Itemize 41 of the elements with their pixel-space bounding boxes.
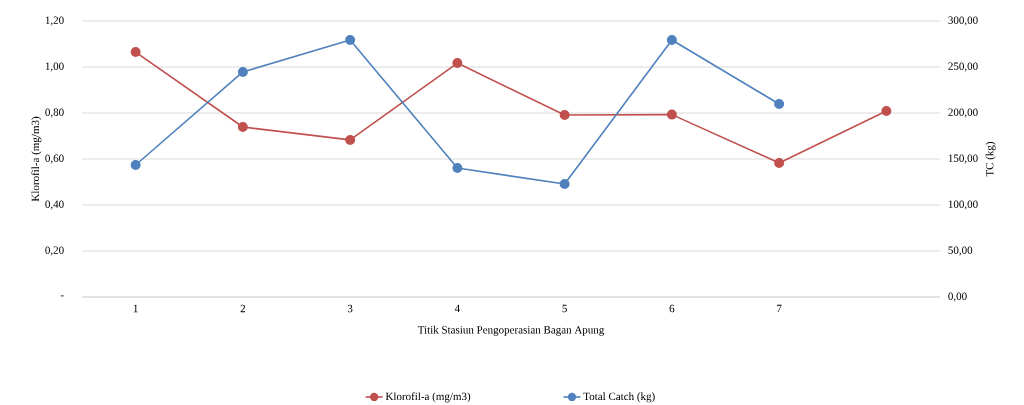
- point: [774, 99, 785, 109]
- x-tick-label: 5: [562, 304, 567, 313]
- x-tick-label: 3: [347, 304, 353, 313]
- legend-label: Total Catch (kg): [583, 392, 655, 403]
- y-tick-label: 1,00: [45, 62, 64, 72]
- x-tick-label: 6: [669, 304, 675, 313]
- y2-tick-label: 0,00: [948, 292, 967, 302]
- y2-tick-label: 50,00: [948, 246, 973, 256]
- x-tick-label: 4: [454, 304, 460, 313]
- y-tick-label: 0,40: [45, 200, 64, 210]
- point: [774, 157, 785, 168]
- x-tick-label: 1: [133, 304, 138, 313]
- y-axis-title: Klorofil-a (mg/m3): [31, 116, 42, 202]
- y2-axis-title: TC (kg): [985, 141, 996, 177]
- point: [237, 66, 248, 77]
- y2-tick-label: 300,00: [948, 16, 978, 26]
- y2-tick-label: 250,00: [948, 62, 978, 72]
- y-tick-label: 1,20: [45, 16, 64, 26]
- y2-tick-label: 150,00: [948, 154, 978, 164]
- point: [559, 110, 570, 121]
- point: [881, 105, 892, 116]
- point: [452, 58, 463, 69]
- legend-label: Klorofil-a (mg/m3): [385, 392, 471, 403]
- y2-tick-label: 200,00: [948, 108, 978, 118]
- point: [345, 134, 356, 145]
- point: [237, 122, 248, 133]
- y-tick-label: 0,20: [45, 246, 64, 256]
- x-axis-title: Titik Stasiun Pengoperasian Bagan Apung: [417, 325, 605, 336]
- x-tick-label: 2: [240, 304, 246, 313]
- x-tick-label: 7: [777, 304, 782, 313]
- y-tick-label: -: [60, 295, 64, 297]
- point: [559, 179, 570, 190]
- point: [666, 35, 677, 46]
- point: [130, 47, 141, 58]
- point: [345, 35, 356, 46]
- y2-tick-label: 100,00: [948, 200, 978, 210]
- point: [130, 160, 141, 170]
- y-tick-label: 0,60: [45, 154, 64, 164]
- y-tick-label: 0,80: [45, 108, 64, 118]
- point: [666, 109, 677, 120]
- point: [452, 163, 463, 173]
